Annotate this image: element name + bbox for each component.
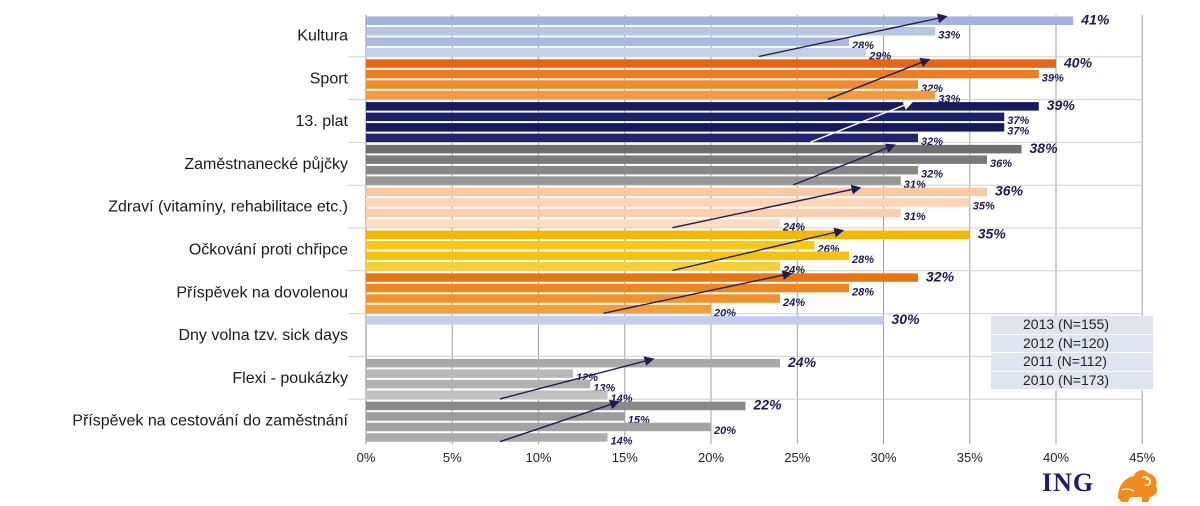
bar [366,412,625,421]
bar [366,16,1074,25]
category-label: Kultura [297,28,348,45]
bar [366,198,970,207]
legend-item-2011: 2011 (N=112) [991,353,1153,372]
bar [366,316,884,325]
x-tick-label: 30% [870,450,896,465]
trend-arrow [810,100,914,143]
category-label: Dny volna tzv. sick days [178,327,348,344]
data-label: 37% [1007,115,1029,127]
legend-item-2013: 2013 (N=155) [991,316,1153,335]
data-label: 31% [904,211,926,223]
bar [366,59,1056,68]
data-label: 24% [787,354,817,370]
category-label: Očkování proti chřipce [189,242,348,259]
data-label: 28% [851,286,874,298]
x-tick-label: 20% [698,450,724,465]
trend-arrow [758,13,948,58]
x-tick-label: 5% [443,450,462,465]
trend-arrow [672,227,845,272]
bar [366,422,711,432]
data-label: 36% [990,158,1012,170]
x-tick-label: 10% [525,450,551,465]
bar [366,251,849,260]
data-label: 41% [1080,12,1110,28]
bar [366,155,987,164]
bar [366,69,1039,79]
bar [366,390,608,399]
x-tick-label: 15% [612,450,638,465]
x-tick-label: 25% [784,450,810,465]
bar [366,241,815,250]
bar [366,176,901,185]
bar [366,144,1022,154]
legend: 2013 (N=155) 2012 (N=120) 2011 (N=112) 2… [991,316,1153,390]
ing-logo-text: ING [1042,468,1095,497]
data-label: 39% [1047,97,1076,113]
bar [366,433,608,442]
legend-item-2012: 2012 (N=120) [991,335,1153,353]
lion-icon [1118,470,1158,502]
bar [366,102,1039,111]
data-label: 22% [753,397,783,413]
bar [366,112,1005,122]
bar [366,379,591,389]
bar [366,401,746,411]
bar [366,304,711,314]
bar [366,273,918,282]
x-tick-label: 40% [1043,450,1069,465]
data-label: 35% [978,226,1007,242]
x-tick-label: 0% [357,450,376,465]
category-label: Příspěvek na cestování do zaměstnání [72,413,348,430]
bar [366,219,780,228]
data-label: 38% [1030,140,1059,156]
data-label: 30% [892,311,921,327]
x-tick-label: 45% [1129,450,1155,465]
trend-arrow [672,184,862,229]
category-label: Sport [310,70,349,87]
data-label: 33% [938,30,960,42]
category-label: Flexi - poukázky [232,370,348,387]
data-label: 32% [926,268,955,284]
x-tick-label: 35% [957,450,983,465]
bar [366,230,970,239]
category-label: Příspěvek na dovolenou [176,284,348,301]
trend-arrow [603,270,793,314]
legend-item-2010: 2010 (N=173) [991,372,1153,390]
data-label: 24% [782,297,805,309]
trend-arrow [499,399,620,443]
bar [366,123,1005,132]
category-label: Zaměstnanecké půjčky [184,155,348,173]
data-label: 20% [713,425,736,437]
bar [366,294,780,303]
bar [366,358,780,368]
data-label: 37% [1007,126,1029,138]
bar [366,90,936,100]
bar [366,369,573,378]
bar [366,48,867,57]
trend-arrow [499,356,655,400]
trend-arrow [827,57,931,100]
bar [366,283,849,293]
data-label: 35% [973,201,995,213]
trend-arrow [792,143,896,186]
data-label: 36% [995,183,1024,199]
bar [366,262,780,271]
category-label: 13. plat [296,113,349,130]
bar [366,37,849,46]
bar [366,165,918,175]
data-label: 32% [921,168,943,180]
bar [366,187,987,197]
bar [366,27,936,36]
category-label: Zdraví (vitamíny, rehabilitace etc.) [108,199,348,216]
bar [366,133,918,143]
bar [366,208,901,218]
data-label: 28% [851,254,874,266]
data-label: 14% [611,436,633,448]
data-label: 40% [1063,54,1093,70]
bar [366,80,918,89]
data-label: 39% [1042,72,1064,84]
